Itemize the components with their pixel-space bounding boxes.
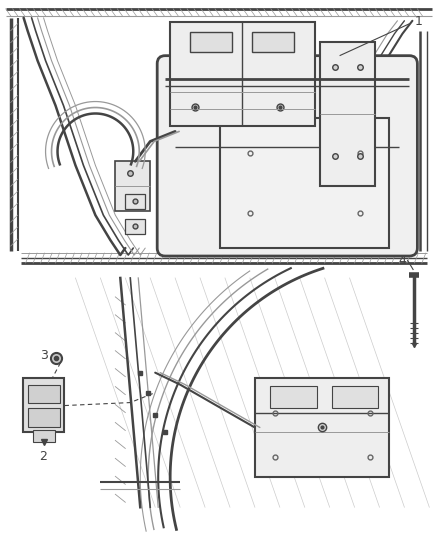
Bar bbox=[190, 32, 232, 52]
Bar bbox=[332, 385, 378, 408]
Bar bbox=[32, 431, 54, 442]
Bar bbox=[28, 408, 60, 427]
Text: 3: 3 bbox=[40, 349, 48, 362]
FancyBboxPatch shape bbox=[157, 55, 417, 256]
Bar bbox=[252, 32, 294, 52]
Bar bbox=[125, 194, 145, 209]
Bar bbox=[220, 118, 389, 248]
Text: 1: 1 bbox=[414, 15, 422, 28]
Bar bbox=[320, 42, 374, 186]
Bar bbox=[125, 219, 145, 234]
Text: 2: 2 bbox=[39, 450, 47, 463]
Bar bbox=[1, 263, 437, 532]
Bar bbox=[255, 378, 389, 478]
Bar bbox=[270, 385, 317, 408]
Bar bbox=[28, 385, 60, 402]
Bar bbox=[6, 6, 432, 266]
Bar bbox=[23, 378, 64, 432]
Bar bbox=[170, 22, 314, 126]
Bar bbox=[115, 161, 150, 211]
Text: 4: 4 bbox=[399, 254, 406, 266]
